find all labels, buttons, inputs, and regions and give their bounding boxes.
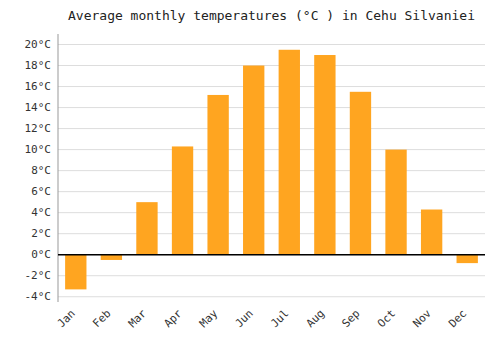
y-tick-label: 12°C — [25, 122, 52, 135]
y-tick-label: 0°C — [31, 248, 51, 261]
bar — [207, 95, 228, 255]
y-tick-label: 16°C — [25, 80, 52, 93]
y-tick-label: 18°C — [25, 59, 52, 72]
y-tick-label: -2°C — [25, 269, 52, 282]
grid-line — [58, 254, 485, 255]
zero-line — [58, 254, 485, 256]
chart: Average monthly temperatures (°C ) in Ce… — [0, 0, 500, 350]
bar — [421, 210, 442, 255]
bar — [65, 255, 86, 290]
x-tick-label: Dec — [446, 307, 469, 330]
grid-line — [58, 86, 485, 87]
x-axis: Jan Feb Mar Apr May Jun Jul Aug Sep Oct Nov Dec — [55, 307, 470, 331]
x-tick-label: Sep — [339, 307, 362, 330]
grid-line — [58, 128, 485, 129]
grid — [58, 45, 485, 297]
y-tick-label: 10°C — [25, 143, 52, 156]
bar — [101, 255, 122, 260]
y-tick-label: 2°C — [31, 227, 51, 240]
bar — [385, 150, 406, 255]
y-tick-label: 4°C — [31, 206, 51, 219]
grid-line — [58, 275, 485, 276]
x-tick-label: Nov — [411, 307, 435, 331]
grid-line — [58, 107, 485, 108]
bar — [279, 50, 300, 255]
y-axis-line — [58, 34, 59, 302]
y-tick-label: 8°C — [31, 164, 51, 177]
x-tick-label: Oct — [375, 307, 398, 330]
bar — [136, 202, 157, 255]
title: Average monthly temperatures (°C ) in Ce… — [68, 8, 475, 23]
x-tick-label: Aug — [304, 307, 327, 330]
grid-line — [58, 296, 485, 297]
grid-line — [58, 65, 485, 66]
x-tick-label: Jan — [55, 307, 78, 330]
x-tick-label: Mar — [126, 307, 150, 331]
chart-container: Average monthly temperatures (°C ) in Ce… — [0, 0, 500, 350]
bar — [172, 146, 193, 254]
grid-line — [58, 170, 485, 171]
y-tick-label: 6°C — [31, 185, 51, 198]
grid-line — [58, 191, 485, 192]
y-tick-label: 20°C — [25, 38, 52, 51]
x-tick-label: Jul — [268, 307, 291, 330]
grid-line — [58, 149, 485, 150]
x-tick-label: Jun — [233, 307, 256, 330]
bar — [314, 55, 335, 255]
bar — [243, 66, 264, 255]
y-axis: -4°C -2°C 0°C 2°C 4°C 6°C 8°C 10°C 12°C 14°C 16°C 1… — [25, 34, 59, 303]
x-tick-label: Feb — [90, 307, 113, 330]
grid-line — [58, 44, 485, 45]
bars — [65, 50, 478, 290]
y-tick-label: 14°C — [25, 101, 52, 114]
x-tick-label: May — [197, 307, 221, 331]
y-tick-label: -4°C — [25, 290, 52, 303]
bar — [350, 92, 371, 255]
bar — [457, 255, 478, 263]
x-tick-label: Apr — [161, 307, 185, 331]
